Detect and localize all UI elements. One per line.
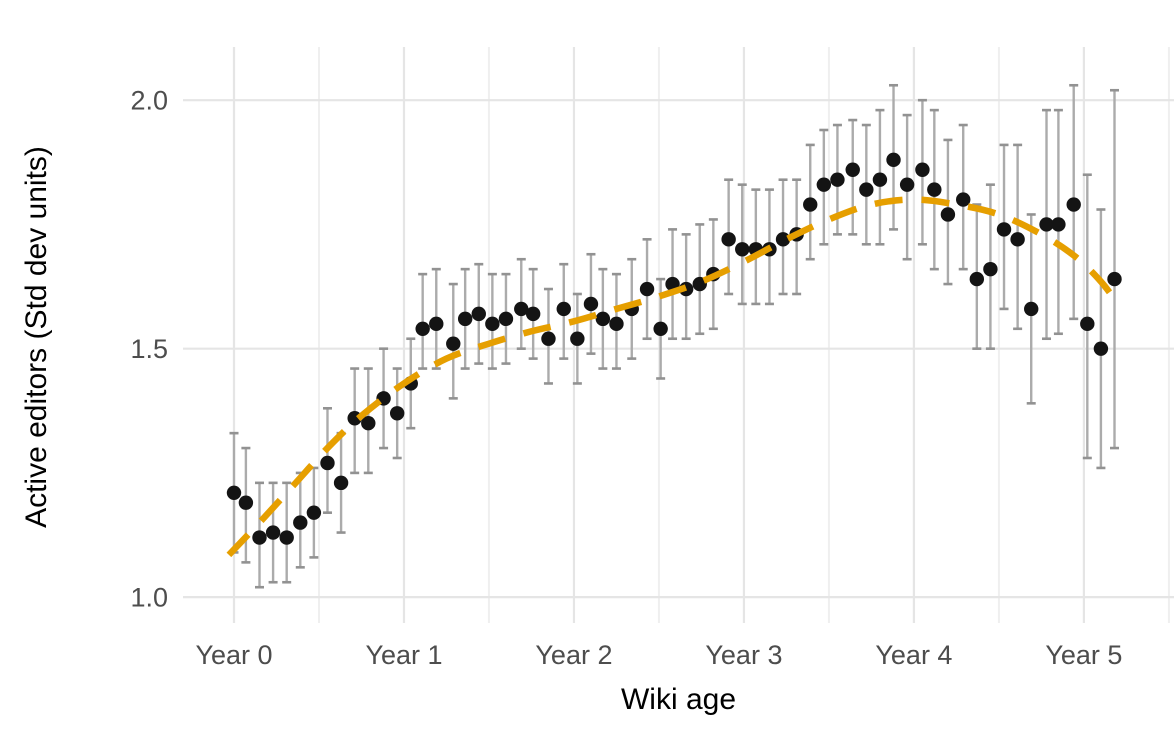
data-point (735, 242, 750, 257)
data-point (306, 505, 322, 520)
data-point (238, 495, 254, 510)
data-point (1093, 341, 1109, 356)
data-point (721, 232, 736, 247)
data-point (570, 331, 585, 346)
y-tick-label: 1.5 (130, 334, 168, 364)
x-tick-label: Year 4 (875, 640, 952, 670)
data-point (983, 261, 998, 277)
x-tick-label: Year 3 (705, 640, 782, 670)
data-point (969, 271, 985, 287)
data-point (915, 162, 930, 177)
x-tick-label: Year 1 (365, 640, 442, 670)
data-point (415, 321, 430, 336)
data-point (1039, 217, 1054, 232)
x-tick-label: Year 2 (535, 640, 612, 670)
data-point (485, 316, 500, 332)
data-point (775, 232, 791, 247)
x-axis-title: Wiki age (620, 683, 737, 716)
data-point (446, 336, 461, 351)
data-point (525, 306, 541, 322)
data-point (940, 207, 956, 222)
data-point (639, 281, 655, 297)
data-point (899, 177, 915, 192)
data-point (1107, 271, 1122, 287)
data-point (872, 172, 888, 187)
data-point (389, 406, 405, 421)
data-point (927, 182, 942, 197)
y-tick-label: 1.0 (130, 583, 168, 613)
data-point (252, 530, 267, 545)
data-point (803, 197, 818, 212)
data-point (457, 311, 473, 327)
data-point (279, 530, 294, 545)
data-point (956, 192, 971, 207)
y-axis-title: Active editors (Std dev units) (20, 146, 53, 528)
data-point (653, 321, 668, 336)
data-point (583, 296, 599, 312)
data-point (859, 182, 874, 197)
data-point (816, 177, 832, 192)
data-point (265, 525, 281, 540)
data-point (886, 152, 901, 168)
data-point (1051, 217, 1066, 232)
x-tick-label: Year 0 (195, 640, 272, 670)
data-point (498, 311, 514, 327)
y-tick-label: 2.0 (130, 86, 168, 116)
data-point (1010, 232, 1025, 247)
data-point (1066, 197, 1081, 212)
data-point (1080, 316, 1095, 332)
data-point (293, 515, 308, 530)
data-point (320, 455, 335, 471)
data-point (556, 301, 571, 317)
data-point (361, 416, 376, 431)
data-point (226, 485, 242, 500)
data-point (595, 311, 611, 327)
data-point (830, 172, 845, 187)
data-point (541, 331, 556, 346)
x-tick-label: Year 5 (1045, 640, 1122, 670)
data-point (514, 301, 529, 317)
trend-line (226, 196, 1123, 558)
data-point (1024, 301, 1039, 317)
data-point (333, 475, 349, 491)
data-point (429, 316, 444, 332)
data-point (692, 276, 707, 292)
data-point (845, 162, 860, 177)
data-point (996, 222, 1012, 237)
data-point (471, 306, 486, 322)
data-point (609, 316, 624, 332)
